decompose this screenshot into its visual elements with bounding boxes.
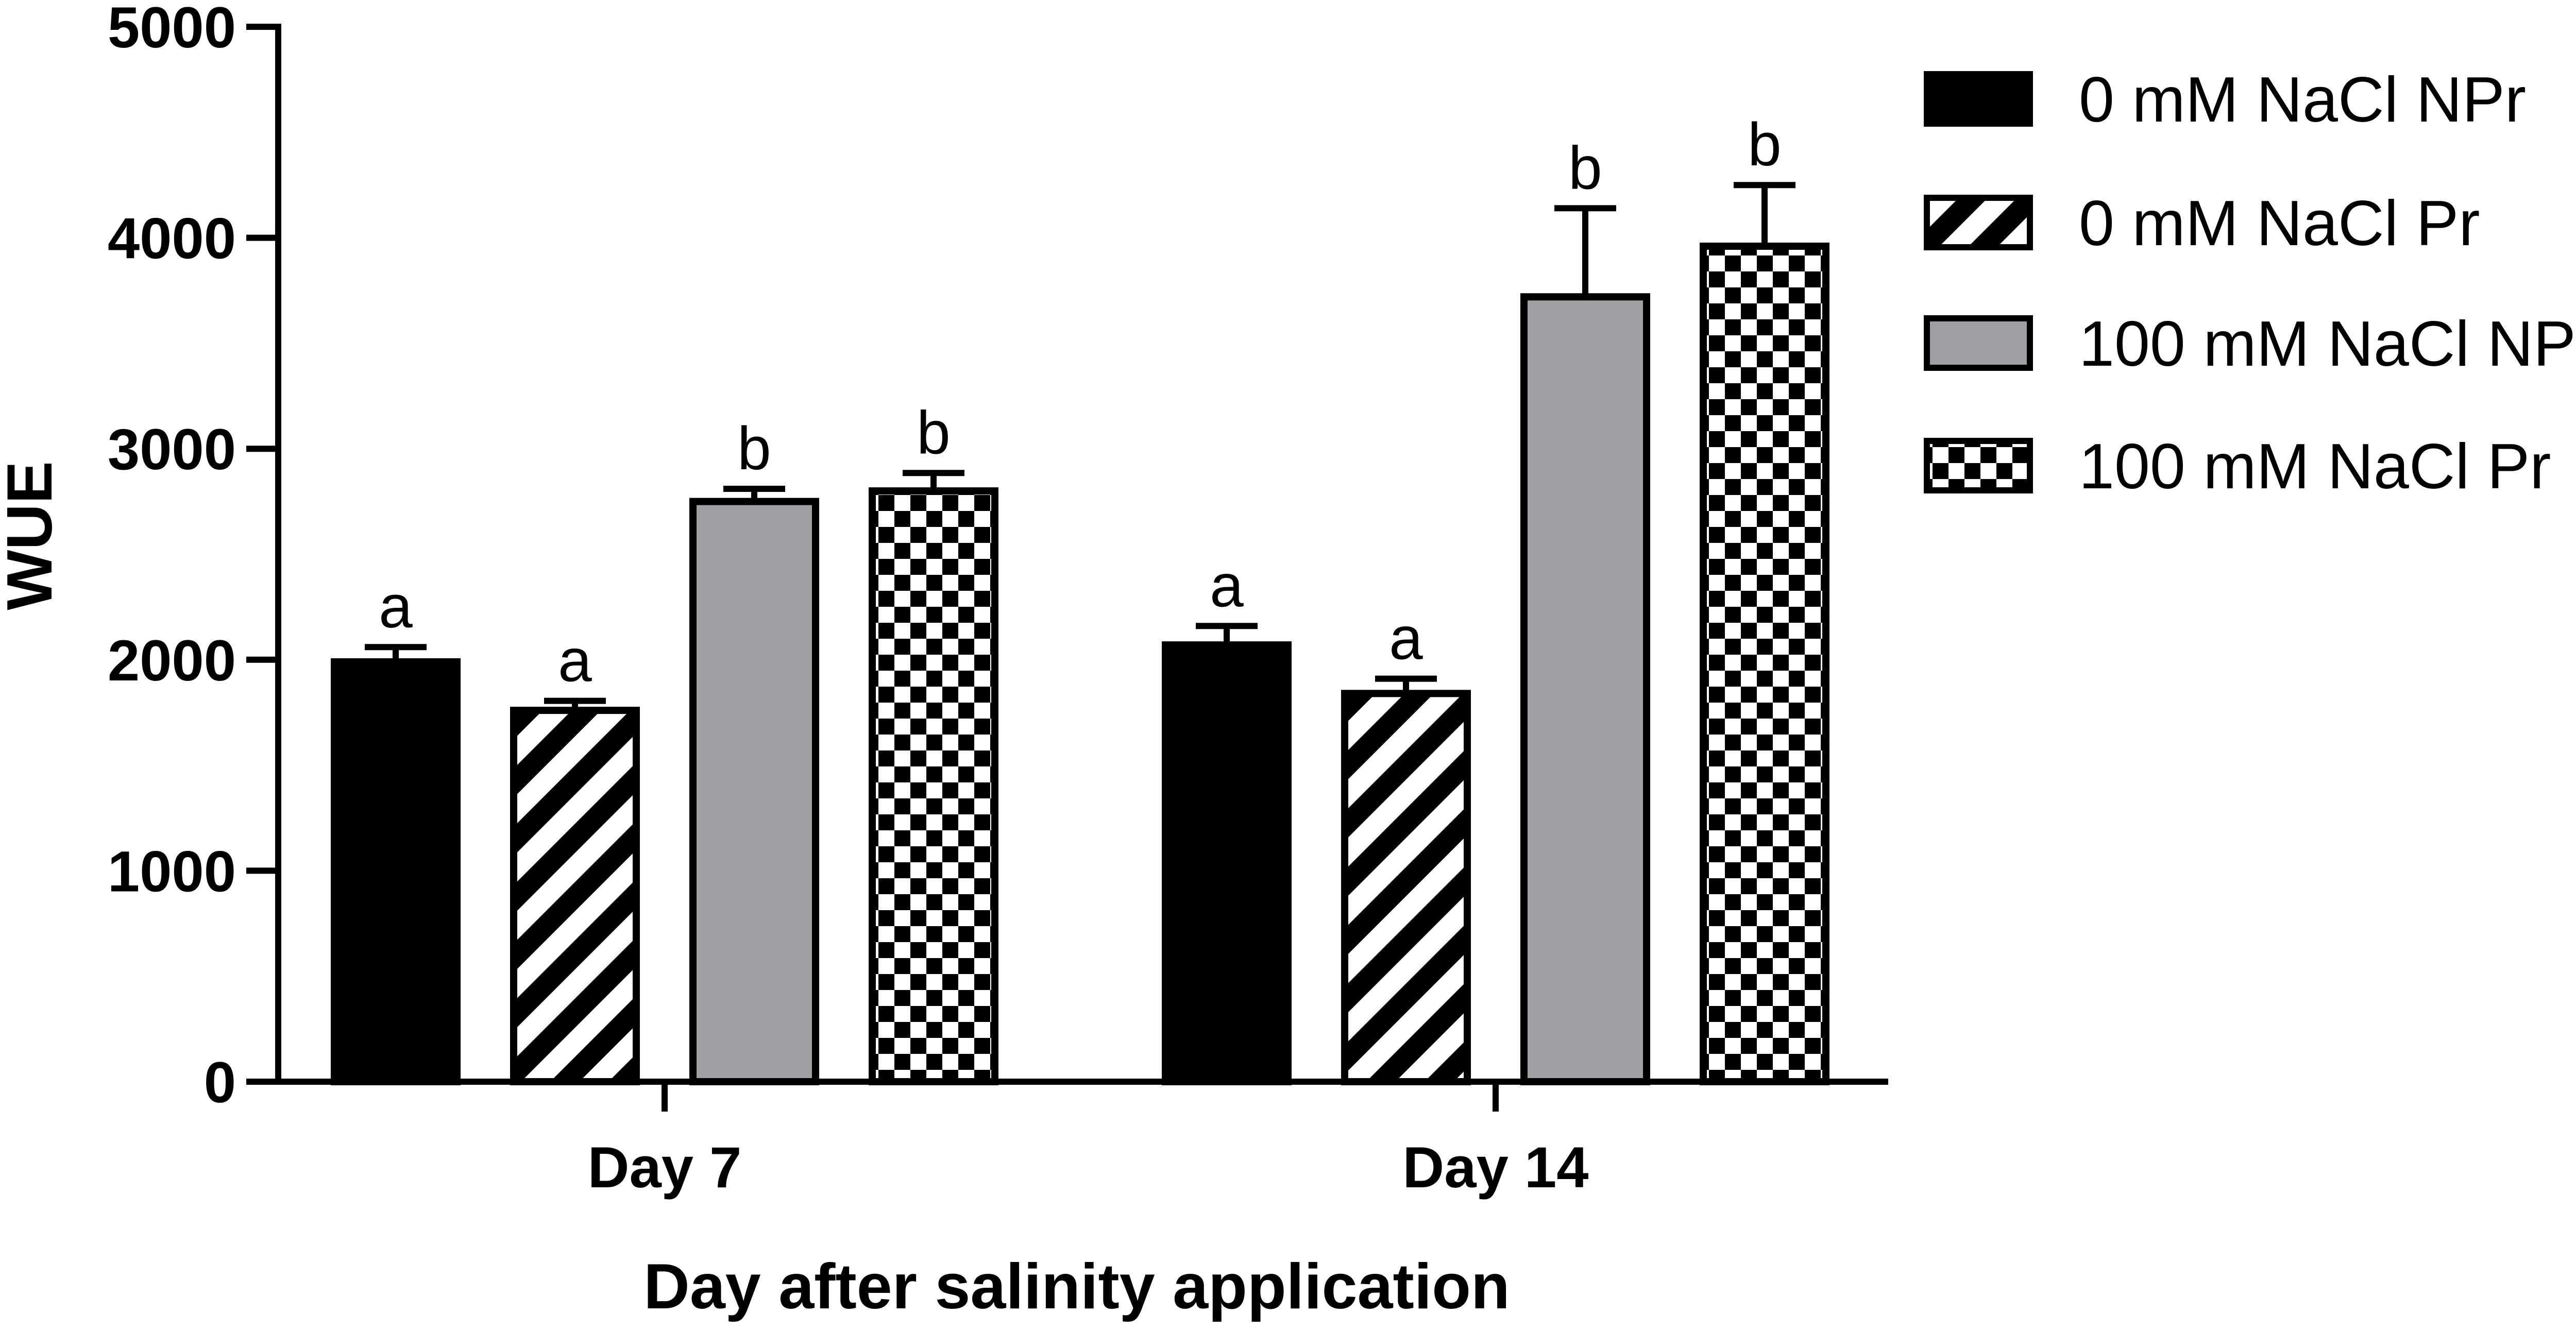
y-axis-title: WUE <box>0 461 65 610</box>
bar <box>869 487 998 1085</box>
axes <box>275 24 1888 1085</box>
y-tick-label: 3000 <box>108 417 236 482</box>
significance-label: b <box>917 399 951 467</box>
bar <box>1700 242 1829 1085</box>
bar <box>510 707 640 1085</box>
y-tick-label: 5000 <box>108 0 236 60</box>
legend-swatch <box>1924 71 2033 127</box>
bar <box>1162 641 1292 1086</box>
significance-label: a <box>1210 552 1244 620</box>
y-tick-label: 1000 <box>108 839 236 903</box>
legend-swatch <box>1924 315 2033 371</box>
y-ticks: 0 1000 2000 3000 4000 5000 <box>108 0 278 1115</box>
significance-label: b <box>1748 111 1782 179</box>
significance-label: a <box>1389 605 1423 673</box>
y-tick-label: 4000 <box>108 207 236 271</box>
legend: 0 mM NaCl NPr 0 mM NaCl Pr 100 mM NaCl NPr… <box>1924 64 2576 502</box>
x-tick-label: Day 7 <box>588 1135 742 1200</box>
bar <box>1520 293 1650 1086</box>
significance-label: b <box>737 415 771 483</box>
significance-label: a <box>558 627 592 695</box>
bar <box>1341 690 1471 1086</box>
bar <box>331 658 461 1085</box>
legend-label: 0 mM NaCl Pr <box>2079 188 2480 259</box>
y-tick-label: 0 <box>204 1050 236 1115</box>
legend-label: 100 mM NaCl Pr <box>2079 431 2551 502</box>
significance-label: a <box>379 573 413 641</box>
legend-label: 0 mM NaCl NPr <box>2079 64 2526 135</box>
x-tick-label: Day 14 <box>1402 1135 1588 1200</box>
y-tick-label: 2000 <box>108 628 236 693</box>
error-bars-layer <box>365 182 1795 711</box>
significance-label: b <box>1568 134 1602 202</box>
x-ticks: Day 7 Day 14 <box>588 1082 1589 1200</box>
legend-label: 100 mM NaCl NPr <box>2079 309 2576 380</box>
legend-swatch <box>1924 195 2033 250</box>
bar <box>689 498 819 1085</box>
x-axis-title: Day after salinity application <box>643 1251 1510 1322</box>
significance-labels-layer: a a b b a a b b <box>379 111 1782 694</box>
legend-swatch <box>1924 438 2033 493</box>
